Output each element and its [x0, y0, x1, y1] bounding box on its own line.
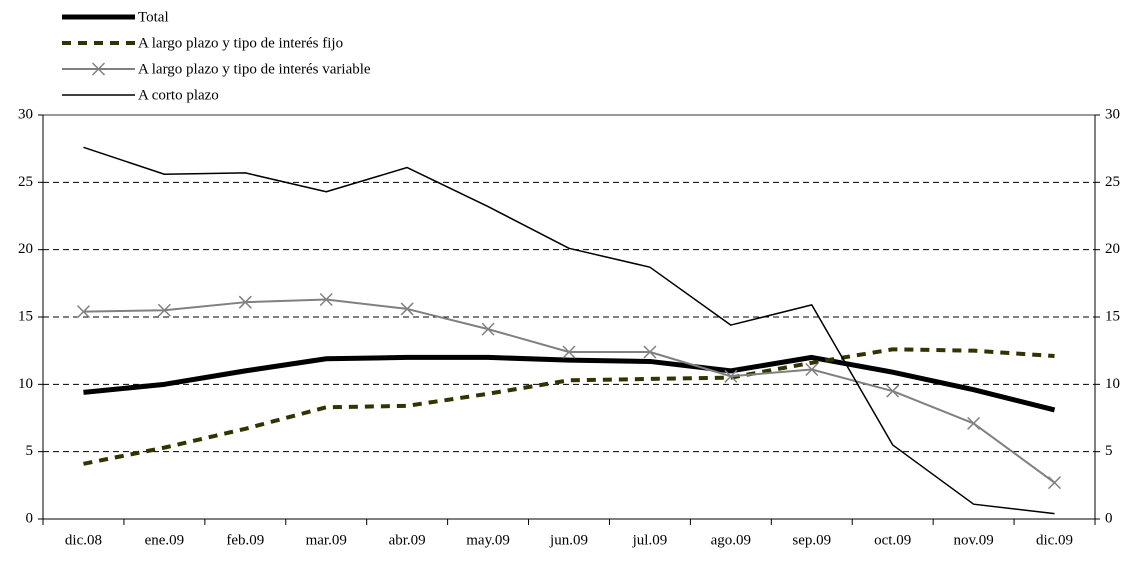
- marker: [724, 369, 738, 383]
- x-tick-label: abr.09: [389, 532, 426, 548]
- y2-tick-label: 0: [1105, 510, 1113, 526]
- marker: [157, 303, 171, 317]
- x-tick-label: ene.09: [145, 532, 185, 548]
- marker: [886, 384, 900, 398]
- y-tick-label: 30: [18, 106, 33, 122]
- marker: [238, 295, 252, 309]
- x-tick-label: may.09: [466, 532, 510, 548]
- legend-label: A largo plazo y tipo de interés variable: [138, 61, 371, 77]
- marker: [562, 345, 576, 359]
- y-tick-label: 0: [26, 510, 34, 526]
- marker: [643, 345, 657, 359]
- y-tick-label: 15: [18, 308, 33, 324]
- x-tick-label: nov.09: [953, 532, 993, 548]
- y-tick-label: 5: [26, 443, 34, 459]
- x-tick-label: jul.09: [632, 532, 668, 548]
- marker: [319, 292, 333, 307]
- series-line: [83, 298, 1056, 484]
- y2-tick-label: 10: [1105, 376, 1120, 392]
- y-tick-label: 25: [18, 174, 33, 190]
- legend-label: A corto plazo: [138, 87, 219, 103]
- marker: [481, 322, 495, 336]
- series-line: [83, 146, 1055, 515]
- marker: [805, 362, 819, 377]
- marker: [967, 416, 981, 430]
- series-line: [83, 354, 1056, 413]
- legend-marker: [91, 62, 106, 76]
- x-tick-label: ago.09: [711, 532, 751, 548]
- y2-tick-label: 30: [1105, 106, 1120, 122]
- y2-tick-label: 25: [1105, 174, 1120, 190]
- x-tick-label: oct.09: [874, 532, 911, 548]
- marker: [1048, 476, 1062, 490]
- marker: [400, 302, 414, 316]
- y2-tick-label: 15: [1105, 308, 1120, 324]
- legend-label: Total: [138, 9, 169, 25]
- marker: [76, 305, 90, 319]
- x-tick-label: jun.09: [549, 532, 588, 548]
- x-tick-label: mar.09: [306, 532, 347, 548]
- x-tick-label: feb.09: [226, 532, 264, 548]
- x-tick-label: dic.09: [1036, 532, 1073, 548]
- y-tick-label: 10: [18, 376, 33, 392]
- legend-label: A largo plazo y tipo de interés fijo: [138, 35, 343, 51]
- y2-tick-label: 20: [1105, 241, 1120, 257]
- x-tick-label: dic.08: [65, 532, 102, 548]
- y-tick-label: 20: [18, 241, 33, 257]
- x-tick-label: sep.09: [792, 532, 831, 548]
- series-line: [83, 347, 1055, 466]
- y2-tick-label: 5: [1105, 443, 1113, 459]
